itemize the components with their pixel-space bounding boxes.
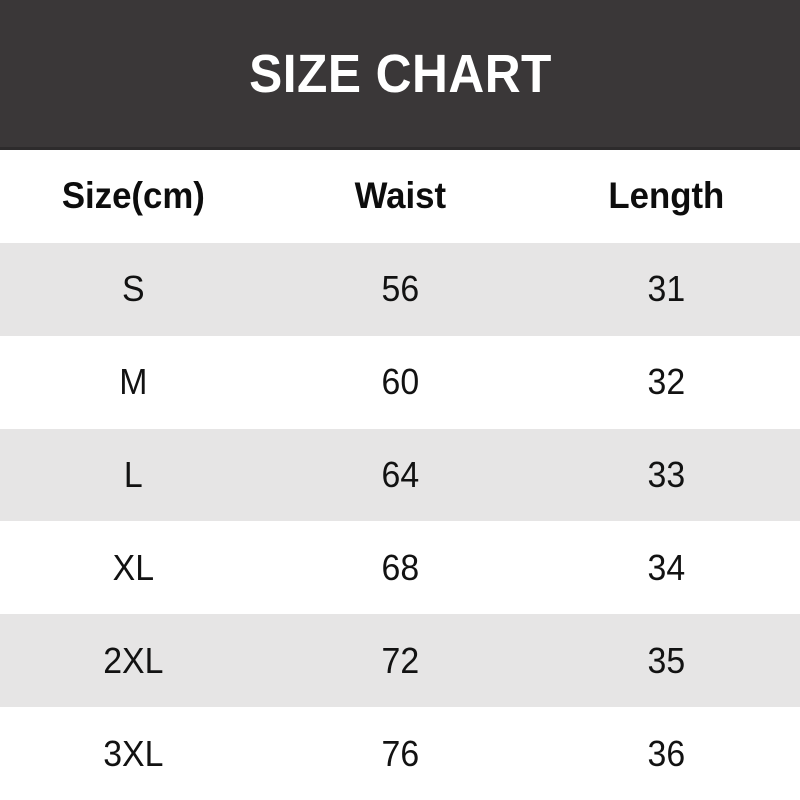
waist-value: 76 (381, 732, 419, 774)
column-header-length: Length (608, 175, 725, 217)
size-value: XL (112, 546, 155, 588)
size-value: L (123, 454, 143, 495)
size-chart-title: SIZE CHART (248, 43, 552, 104)
table-row-3xl: 3XL 76 36 (0, 707, 800, 800)
size-chart-banner: SIZE CHART (0, 0, 800, 150)
column-header-size: Size(cm) (61, 175, 205, 217)
length-value: 31 (647, 268, 686, 310)
size-value: M (119, 361, 148, 403)
waist-value: 56 (381, 268, 419, 310)
length-value: 32 (647, 361, 686, 403)
table-row-s: S 56 31 (0, 242, 800, 336)
length-value: 34 (647, 546, 686, 588)
column-header-waist: Waist (354, 175, 446, 217)
length-value: 33 (647, 454, 686, 495)
table-row-2xl: 2XL 72 35 (0, 614, 800, 708)
size-table: Size(cm) Waist Length S 56 31 M 60 32 L … (0, 150, 800, 800)
size-value: 2XL (103, 639, 164, 681)
length-value: 36 (647, 732, 686, 774)
table-header-row: Size(cm) Waist Length (0, 150, 800, 243)
waist-value: 72 (381, 639, 419, 681)
table-row-xl: XL 68 34 (0, 521, 800, 615)
length-value: 35 (647, 639, 686, 681)
size-value: 3XL (103, 732, 164, 774)
table-row-l: L 64 33 (0, 428, 800, 522)
size-value: S (122, 268, 145, 310)
waist-value: 64 (381, 454, 419, 495)
waist-value: 68 (381, 546, 419, 588)
table-row-m: M 60 32 (0, 335, 800, 429)
waist-value: 60 (381, 361, 419, 403)
